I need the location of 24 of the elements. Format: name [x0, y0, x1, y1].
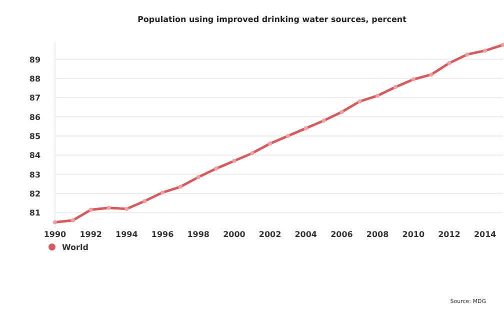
y-tick-label: 88 — [29, 74, 41, 84]
x-tick-label: 2010 — [402, 230, 425, 239]
x-tick-label: 1990 — [44, 230, 67, 239]
x-tick-label: 1994 — [116, 230, 138, 239]
x-tick-label: 2000 — [223, 230, 246, 239]
y-tick-label: 87 — [29, 94, 41, 103]
y-tick-label: 89 — [29, 55, 41, 64]
x-tick-label: 2004 — [294, 230, 318, 239]
y-tick-label: 82 — [29, 189, 41, 198]
y-tick-label: 81 — [29, 208, 41, 218]
x-tick-label: 1996 — [151, 230, 174, 239]
x-tick-label: 2008 — [366, 230, 390, 239]
x-tick-label: 1992 — [80, 230, 102, 239]
y-tick-label: 85 — [29, 132, 41, 141]
y-tick-label: 83 — [29, 170, 41, 180]
y-tick-label: 86 — [29, 112, 41, 122]
chart-title: Population using improved drinking water sources, percent — [138, 15, 407, 24]
x-tick-label: 2012 — [438, 230, 460, 239]
legend-label: World — [62, 243, 89, 252]
x-tick-label: 2002 — [258, 230, 282, 239]
x-tick-label: 1998 — [187, 230, 210, 239]
x-tick-label: 2006 — [330, 230, 354, 239]
y-tick-label: 84 — [29, 151, 41, 160]
x-tick-label: 2014 — [474, 230, 497, 239]
